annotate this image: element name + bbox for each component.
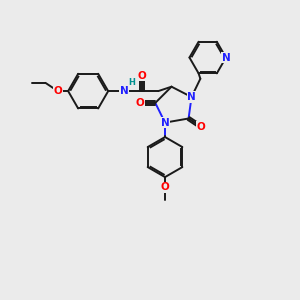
Text: O: O — [160, 182, 169, 192]
Text: O: O — [196, 122, 205, 132]
Text: O: O — [136, 98, 144, 108]
Text: H: H — [128, 78, 135, 87]
Text: O: O — [138, 71, 146, 81]
Text: N: N — [120, 86, 129, 96]
Text: N: N — [160, 118, 169, 128]
Text: N: N — [187, 92, 196, 102]
Text: O: O — [53, 86, 62, 96]
Text: N: N — [222, 52, 230, 62]
